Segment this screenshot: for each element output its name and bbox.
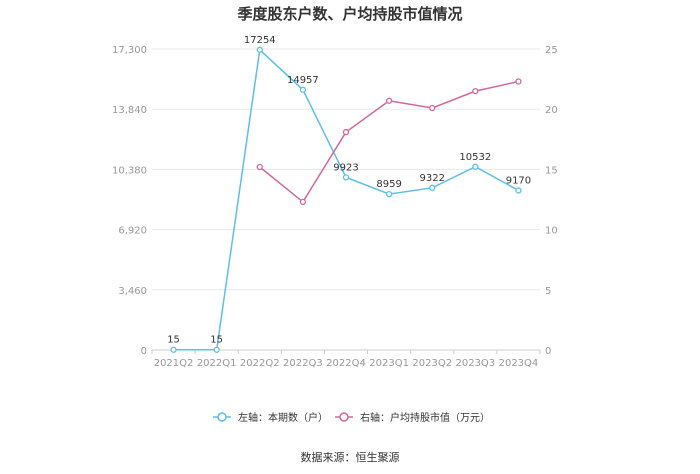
right-axis-ticks: 0 5 10 15 20 25 xyxy=(545,45,558,357)
x-tick-label: 2021Q2 xyxy=(154,358,194,369)
chart-title: 季度股东户数、户均持股市值情况 xyxy=(237,5,462,23)
x-tick-label: 2023Q4 xyxy=(499,358,539,369)
left-tick-label: 6,920 xyxy=(118,226,147,237)
data-label: 17254 xyxy=(244,35,276,46)
data-point xyxy=(299,198,307,206)
data-point xyxy=(429,104,436,112)
data-label: 15 xyxy=(167,335,180,346)
legend-label-1: 左轴：本期数（户） xyxy=(238,411,328,424)
data-point xyxy=(342,128,350,136)
data-point xyxy=(170,346,177,353)
right-tick-label: 10 xyxy=(545,226,558,237)
grid xyxy=(152,48,540,351)
legend-label-2: 右轴：户均持股市值（万元） xyxy=(360,411,490,424)
x-tick-label: 2022Q2 xyxy=(240,358,280,369)
left-tick-label: 3,460 xyxy=(118,286,147,297)
right-tick-label: 15 xyxy=(545,165,558,176)
x-tick-label: 2023Q3 xyxy=(455,358,495,369)
data-label: 9322 xyxy=(419,173,444,184)
data-point xyxy=(256,46,263,53)
data-source: 数据来源：恒生聚源 xyxy=(301,450,400,464)
right-tick-label: 5 xyxy=(545,286,551,297)
data-label: 14957 xyxy=(287,75,319,86)
data-point xyxy=(213,346,220,353)
data-point xyxy=(385,97,393,104)
left-axis-ticks: 0 3,460 6,920 10,380 13,840 17,300 xyxy=(112,45,147,357)
data-label: 9923 xyxy=(333,162,358,173)
left-tick-label: 10,380 xyxy=(112,165,147,176)
data-point xyxy=(299,86,307,93)
data-point xyxy=(429,184,436,191)
x-tick-label: 2022Q4 xyxy=(326,358,366,369)
data-label: 10532 xyxy=(459,152,491,163)
legend-marker-1 xyxy=(217,412,227,422)
data-label: 8959 xyxy=(376,179,401,190)
x-tick-label: 2023Q1 xyxy=(369,358,409,369)
left-tick-label: 17,300 xyxy=(112,45,147,56)
legend-marker-2 xyxy=(339,412,349,422)
right-tick-label: 0 xyxy=(545,346,551,357)
data-point xyxy=(472,163,479,170)
legend[interactable]: 左轴：本期数（户） 右轴：户均持股市值（万元） xyxy=(213,411,490,424)
data-point xyxy=(256,163,263,171)
data-point xyxy=(385,190,393,198)
x-tick-label: 2022Q3 xyxy=(283,358,323,369)
data-point xyxy=(515,187,522,194)
data-label: 9170 xyxy=(506,175,531,186)
data-point xyxy=(472,87,479,95)
series-layer: 15 15 17254 14957 9923 8959 9322 10532 9170 xyxy=(167,35,531,353)
data-point xyxy=(515,78,522,85)
data-point xyxy=(342,174,350,181)
x-tick-label: 2023Q2 xyxy=(412,358,452,369)
x-axis-ticks: 2021Q2 2022Q1 2022Q2 2022Q3 2022Q4 2023Q1 2023… xyxy=(151,350,541,369)
right-tick-label: 25 xyxy=(545,45,558,56)
data-label: 15 xyxy=(210,335,223,346)
left-tick-label: 13,840 xyxy=(112,105,147,116)
left-tick-label: 0 xyxy=(141,346,147,357)
x-tick-label: 2022Q1 xyxy=(197,358,237,369)
right-tick-label: 20 xyxy=(545,105,558,116)
